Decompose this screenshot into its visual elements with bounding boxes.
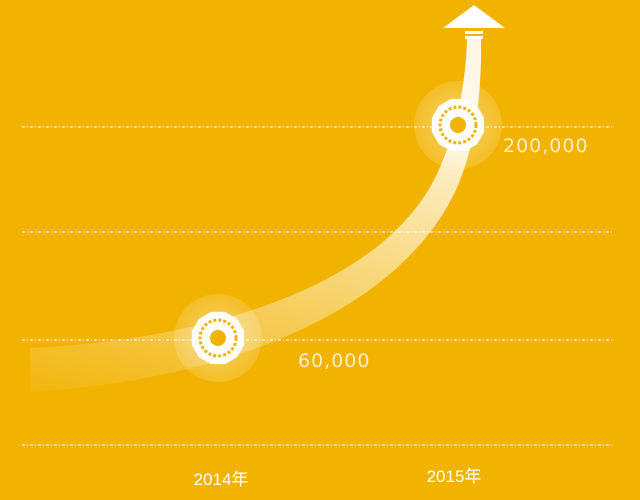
data-point-2014年 — [174, 294, 262, 382]
x-tick-label-2014: 2014年 — [194, 470, 249, 489]
arrow-stem-bar-2 — [465, 36, 483, 39]
arrow-up-icon — [443, 5, 505, 39]
data-points — [174, 81, 502, 382]
arrow-stem-bar-1 — [465, 31, 483, 34]
data-point-2015年 — [414, 81, 502, 169]
arrow-head — [443, 5, 505, 28]
data-label-2014: 60,000 — [298, 350, 370, 372]
x-tick-label-2015: 2015年 — [427, 467, 482, 486]
data-label-2015: 200,000 — [503, 135, 589, 157]
